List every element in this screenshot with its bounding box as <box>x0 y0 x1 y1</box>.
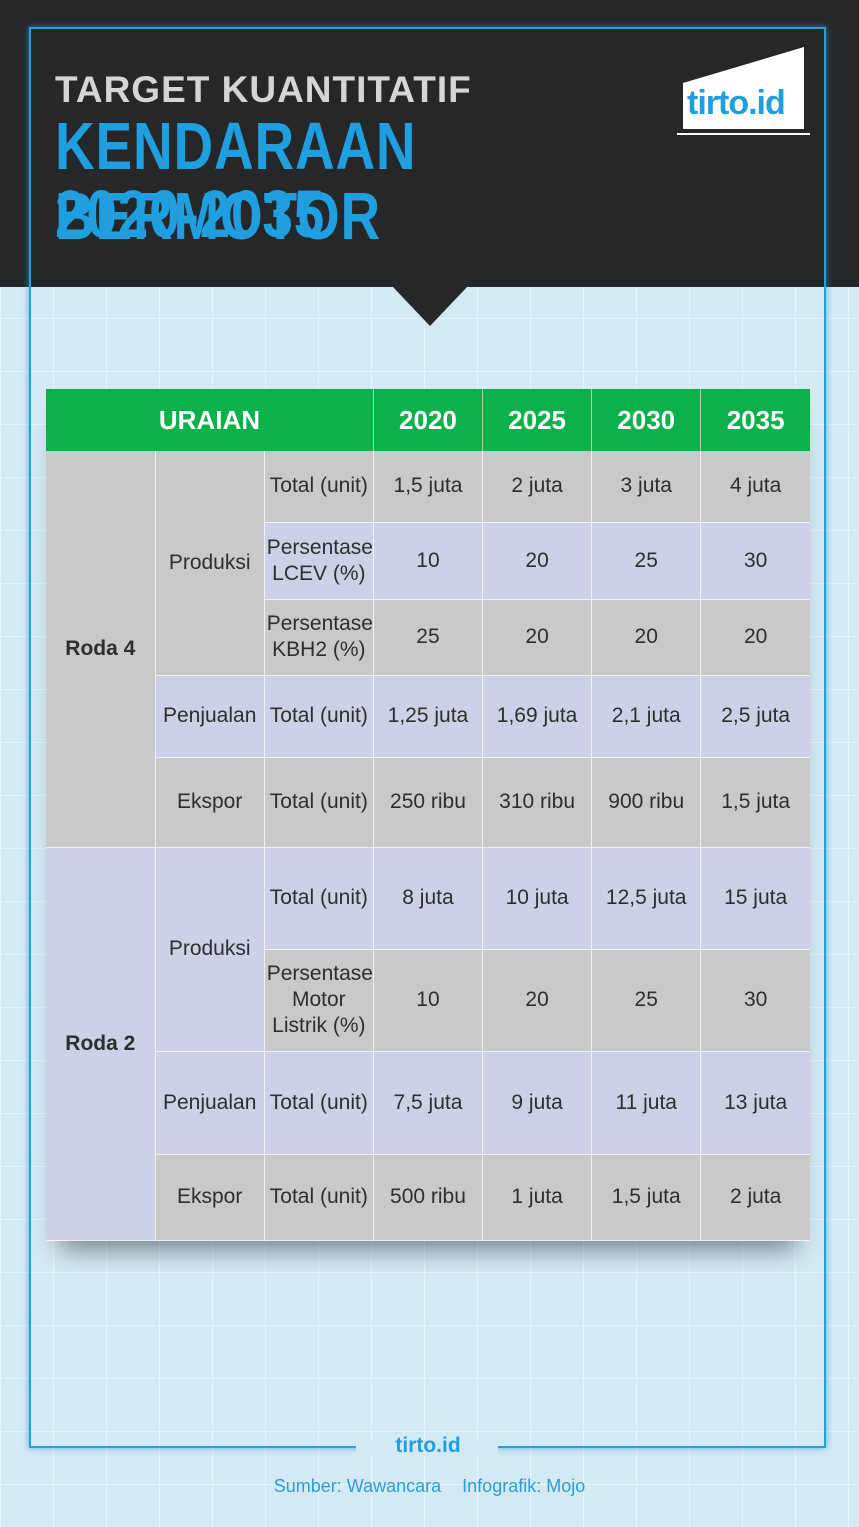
row-label: Total (unit) <box>264 1154 374 1241</box>
title-years: 2020-2035 <box>55 177 326 252</box>
table-cell: 10 <box>373 949 484 1052</box>
table-cell: 2 juta <box>700 1154 810 1241</box>
header-year: 2020 <box>373 389 484 451</box>
table-cell: 1,5 juta <box>700 757 810 848</box>
category-ekspor: Ekspor <box>155 1154 265 1241</box>
footer-brand: tirto.id <box>395 1434 461 1457</box>
table-cell: 20 <box>482 522 593 600</box>
category-produksi: Produksi <box>155 847 265 1052</box>
title-main: KENDARAAN BERMOTOR <box>55 109 417 254</box>
table-cell: 250 ribu <box>373 757 484 848</box>
table-cell: 7,5 juta <box>373 1051 484 1155</box>
table-row: Penjualan Total (unit) 1,25 juta 1,69 ju… <box>46 675 810 758</box>
row-label: Persentase KBH2 (%) <box>264 599 374 676</box>
logo-text: tirto.id <box>687 84 786 122</box>
table-cell: 10 juta <box>482 847 593 950</box>
row-label: Total (unit) <box>264 757 374 848</box>
table-cell: 20 <box>700 599 810 676</box>
header-uraian: URAIAN <box>46 389 374 451</box>
table-cell: 2 juta <box>482 451 593 523</box>
row-label: Persentase Motor Listrik (%) <box>264 949 374 1052</box>
table-row: Penjualan Total (unit) 7,5 juta 9 juta 1… <box>46 1051 810 1155</box>
row-label: Total (unit) <box>264 675 374 758</box>
table-cell: 30 <box>700 949 810 1052</box>
table-row: Persentase KBH2 (%) 25 20 20 20 <box>46 599 810 676</box>
header-year: 2025 <box>482 389 593 451</box>
table-row: Ekspor Total (unit) 500 ribu 1 juta 1,5 … <box>46 1154 810 1241</box>
header-year: 2035 <box>700 389 810 451</box>
table-cell: 310 ribu <box>482 757 593 848</box>
row-label: Total (unit) <box>264 451 374 523</box>
table-cell: 1 juta <box>482 1154 593 1241</box>
table-cell: 8 juta <box>373 847 484 950</box>
table-cell: 25 <box>591 949 702 1052</box>
table-cell: 1,25 juta <box>373 675 484 758</box>
row-label: Total (unit) <box>264 847 374 950</box>
table-cell: 1,69 juta <box>482 675 593 758</box>
table-row: Roda 2 Produksi Total (unit) 8 juta 10 j… <box>46 847 810 1241</box>
table-cell: 12,5 juta <box>591 847 702 950</box>
table-cell: 10 <box>373 522 484 600</box>
infographic-credit: Infografik: Mojo <box>462 1476 586 1496</box>
tirto-logo <box>677 47 810 135</box>
group-roda-2: Roda 2 <box>46 847 156 1241</box>
category-penjualan: Penjualan <box>155 675 265 758</box>
table-cell: 15 juta <box>700 847 810 950</box>
table-cell: 20 <box>482 949 593 1052</box>
table-cell: 500 ribu <box>373 1154 484 1241</box>
table-cell: 2,5 juta <box>700 675 810 758</box>
table-cell: 25 <box>591 522 702 600</box>
table-cell: 30 <box>700 522 810 600</box>
category-produksi: Produksi <box>155 451 265 676</box>
table-cell: 3 juta <box>591 451 702 523</box>
table-row: Roda 4 Produksi Total (unit) 1,5 juta 2 … <box>46 451 810 848</box>
table-cell: 900 ribu <box>591 757 702 848</box>
table-cell: 1,5 juta <box>373 451 484 523</box>
category-penjualan: Penjualan <box>155 1051 265 1155</box>
table-row: Ekspor Total (unit) 250 ribu 310 ribu 90… <box>46 757 810 848</box>
header-band <box>0 0 859 287</box>
header-pointer <box>392 286 468 326</box>
table-cell: 9 juta <box>482 1051 593 1155</box>
table-cell: 4 juta <box>700 451 810 523</box>
table-cell: 25 <box>373 599 484 676</box>
row-label: Persentase LCEV (%) <box>264 522 374 600</box>
footer-credits: Sumber: Wawancara Infografik: Mojo <box>0 1476 859 1497</box>
table-cell: 13 juta <box>700 1051 810 1155</box>
table-cell: 1,5 juta <box>591 1154 702 1241</box>
header-year: 2030 <box>591 389 702 451</box>
source-credit: Sumber: Wawancara <box>273 1476 442 1496</box>
table-row: Persentase LCEV (%) 10 20 25 30 <box>46 522 810 600</box>
row-label: Total (unit) <box>264 1051 374 1155</box>
targets-table: URAIAN 2020 2025 2030 2035 Roda 4 Produk… <box>46 389 810 1241</box>
group-roda-4: Roda 4 <box>46 451 156 848</box>
table-header-row: URAIAN 2020 2025 2030 2035 <box>46 389 810 451</box>
table-cell: 2,1 juta <box>591 675 702 758</box>
table-cell: 20 <box>591 599 702 676</box>
title-kicker: TARGET KUANTITATIF <box>55 69 472 110</box>
table-cell: 20 <box>482 599 593 676</box>
table-cell: 11 juta <box>591 1051 702 1155</box>
frame-gap <box>356 1440 498 1456</box>
category-ekspor: Ekspor <box>155 757 265 848</box>
table-row: Persentase Motor Listrik (%) 10 20 25 30 <box>46 949 810 1052</box>
